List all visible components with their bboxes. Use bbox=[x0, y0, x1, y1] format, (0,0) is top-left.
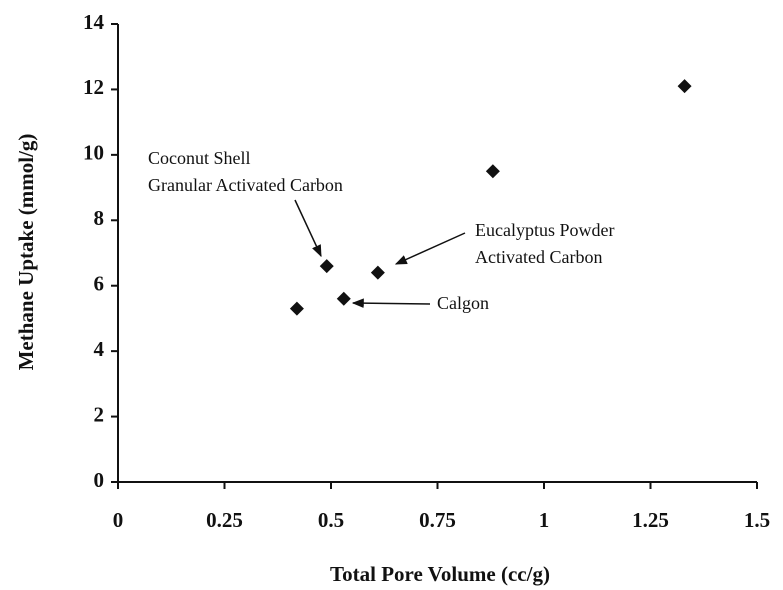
y-tick-label: 0 bbox=[94, 468, 105, 492]
x-tick-label: 0.75 bbox=[419, 508, 456, 532]
annotation: Calgon bbox=[437, 293, 489, 313]
x-tick-label: 1.5 bbox=[744, 508, 770, 532]
annotation: Coconut Shell bbox=[148, 148, 251, 168]
annotation: Activated Carbon bbox=[475, 247, 602, 267]
point bbox=[319, 259, 334, 274]
x-tick-label: 1 bbox=[539, 508, 550, 532]
y-tick-label: 8 bbox=[94, 206, 105, 230]
annotation-arrow bbox=[294, 199, 322, 258]
y-tick-label: 14 bbox=[83, 10, 105, 34]
annotation-arrow bbox=[351, 298, 431, 308]
y-tick-label: 10 bbox=[83, 141, 104, 165]
annotation-arrow bbox=[394, 232, 466, 265]
x-tick-label: 0.5 bbox=[318, 508, 344, 532]
point bbox=[289, 301, 304, 316]
x-axis-label: Total Pore Volume (cc/g) bbox=[330, 562, 550, 586]
y-tick-label: 6 bbox=[94, 272, 105, 296]
y-tick-label: 12 bbox=[83, 75, 104, 99]
x-tick-label: 1.25 bbox=[632, 508, 669, 532]
y-tick-label: 4 bbox=[94, 337, 105, 361]
point bbox=[677, 79, 692, 94]
annotation: Granular Activated Carbon bbox=[148, 175, 343, 195]
point bbox=[336, 291, 351, 306]
x-tick-label: 0 bbox=[113, 508, 124, 532]
y-tick-label: 2 bbox=[94, 402, 105, 426]
x-tick-label: 0.25 bbox=[206, 508, 243, 532]
point bbox=[370, 265, 385, 280]
point bbox=[485, 164, 500, 179]
y-axis-label: Methane Uptake (mmol/g) bbox=[14, 134, 38, 371]
annotation: Eucalyptus Powder bbox=[475, 220, 614, 240]
